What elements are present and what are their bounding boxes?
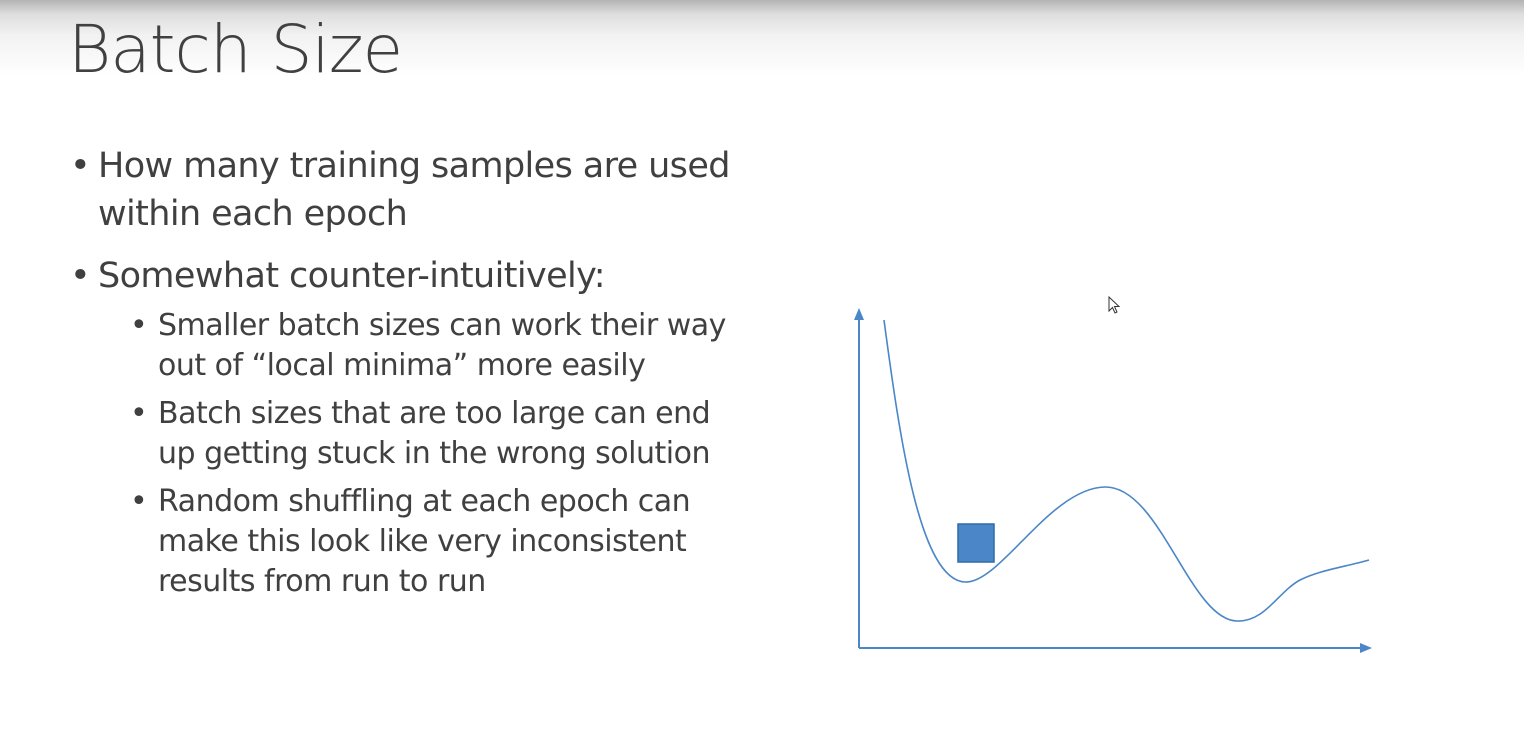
bullet-text: How many training samples are used withi… [98,146,730,234]
sub-bullet-text: Random shuffling at each epoch can make … [158,484,691,599]
sub-bullet-item: • Random shuffling at each epoch can mak… [126,482,756,602]
sub-bullet-list: • Smaller batch sizes can work their way… [66,306,756,602]
x-axis [859,643,1372,653]
bullet-dot: • [130,308,148,343]
sub-bullet-text: Smaller batch sizes can work their way o… [158,308,726,383]
y-axis-arrow [854,308,864,320]
bullet-dot: • [130,396,148,431]
bullet-item: • Somewhat counter-intuitively: [66,252,756,300]
bullet-dot: • [70,146,91,186]
bullet-item: • How many training samples are used wit… [66,142,756,238]
position-marker [957,523,995,563]
slide-title: Batch Size [68,11,403,88]
loss-curve [883,319,1370,622]
x-axis-arrow [1360,643,1372,653]
bullet-list: • How many training samples are used wit… [66,142,756,610]
sub-bullet-item: • Smaller batch sizes can work their way… [126,306,756,386]
bullet-dot: • [70,256,91,296]
mouse-pointer-icon [1108,296,1121,314]
bullet-dot: • [130,484,148,519]
sub-bullet-item: • Batch sizes that are too large can end… [126,394,756,474]
bullet-text: Somewhat counter-intuitively: [98,256,606,296]
sub-bullet-text: Batch sizes that are too large can end u… [158,396,711,471]
y-axis [854,308,864,648]
